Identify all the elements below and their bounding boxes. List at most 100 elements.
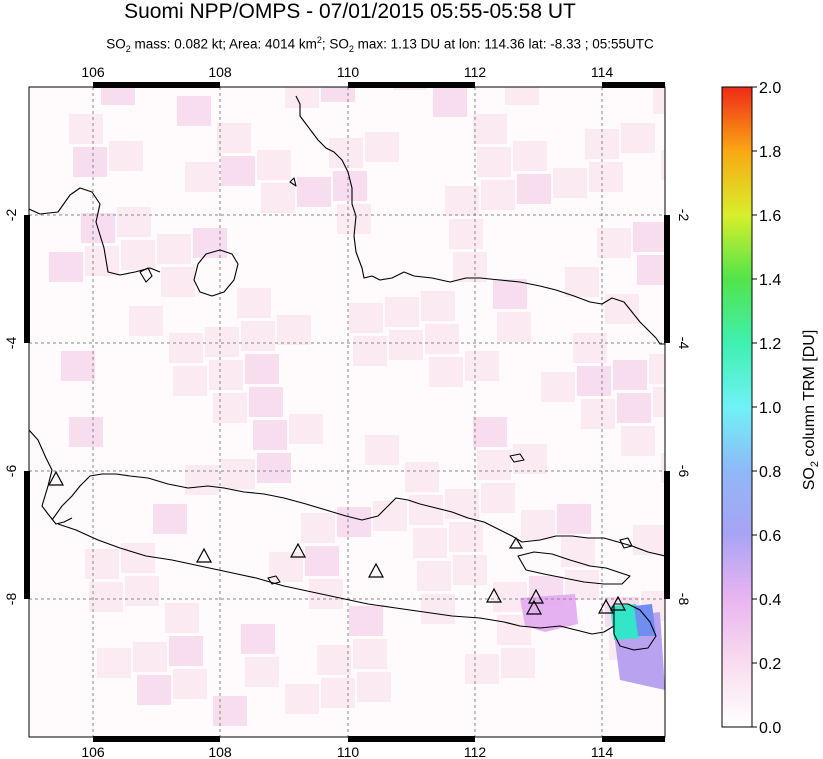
so2-pixel (421, 291, 455, 321)
so2-pixel (661, 453, 665, 483)
so2-pixel (85, 549, 119, 579)
so2-pixel (221, 156, 255, 186)
colorbar-tick-label: 2.0 (759, 80, 781, 97)
so2-pixel (385, 297, 419, 327)
lat-tick-label: -4 (3, 337, 19, 350)
so2-pixel (425, 324, 459, 354)
so2-pixel (69, 417, 103, 447)
so2-pixel (393, 87, 427, 90)
so2-pixel (449, 522, 483, 552)
so2-pixel (429, 357, 463, 387)
colorbar-tick-label: 1.6 (759, 208, 781, 225)
so2-pixel (329, 138, 363, 168)
so2-pixel (521, 510, 555, 540)
coast-bangka (193, 249, 239, 297)
lat-tick-label: -8 (676, 593, 692, 606)
so2-pixel (473, 114, 507, 144)
so2-pixel (477, 147, 511, 177)
lon-tick-label: 110 (337, 744, 360, 759)
so2-pixel (349, 303, 383, 333)
coastlines (29, 95, 665, 651)
so2-pixel (117, 207, 151, 237)
so2-pixel (353, 336, 387, 366)
so2-pixel (349, 606, 383, 636)
colorbar-tick-label: 1.4 (759, 272, 781, 289)
so2-pixel (365, 435, 399, 465)
so2-pixel (317, 645, 351, 675)
so2-pixel (477, 450, 511, 480)
so2-pixel (417, 561, 451, 591)
so2-pixel (633, 525, 665, 555)
so2-pixel (213, 696, 247, 726)
so2-pixel (473, 417, 507, 447)
colorbar-tick-label: 1.8 (759, 144, 781, 161)
so2-pixel (653, 87, 665, 114)
map-frame (28, 86, 666, 738)
so2-pixel (573, 30, 607, 60)
so2-pixel (173, 669, 207, 699)
so2-pixel (185, 162, 219, 192)
lat-ticks-right: -2 -4 -6 -8 (676, 209, 692, 606)
so2-pixel (257, 453, 291, 483)
so2-pixel (673, 249, 707, 279)
so2-pixel (301, 513, 335, 543)
so2-pixel (285, 87, 319, 108)
so2-pixel (321, 678, 355, 708)
so2-pixel (481, 483, 515, 513)
so2-pixel (429, 54, 463, 84)
volcano-marker (609, 595, 627, 611)
frame-bars (24, 82, 670, 742)
so2-pixel (237, 288, 271, 318)
so2-pixel (497, 312, 531, 342)
lat-tick-label: -4 (676, 337, 692, 350)
lon-tick-label: 112 (464, 744, 487, 759)
colorbar-tick-label: 0.2 (759, 656, 781, 673)
so2-pixel (137, 675, 171, 705)
so2-pixel (109, 141, 143, 171)
so2-pixel (73, 147, 107, 177)
so2-pixel (633, 222, 665, 252)
volcano-marker (47, 470, 65, 486)
so2-pixel (541, 372, 575, 402)
so2-pixel (165, 603, 199, 633)
lon-tick-label: 114 (591, 64, 614, 80)
so2-pixel (209, 360, 243, 390)
coast-java-south (57, 523, 615, 635)
so2-pixel (281, 45, 315, 75)
coast-small-3 (267, 575, 281, 585)
lon-tick-label: 114 (591, 744, 614, 759)
so2-pixel (305, 546, 339, 576)
so2-pixel (553, 168, 587, 198)
so2-pixel (357, 672, 391, 702)
so2-pixel (133, 642, 167, 672)
so2-pixel (577, 366, 611, 396)
so2-pixel (173, 366, 207, 396)
so2-pixel (537, 36, 571, 66)
so2-pixel (409, 495, 443, 525)
so2-pixel (461, 15, 495, 45)
so2-pixel (445, 489, 479, 519)
so2-pixel (433, 87, 467, 117)
so2-pixel (249, 387, 283, 417)
colorbar-tick-label: 1.0 (759, 400, 781, 417)
so2-pixel (285, 684, 319, 714)
colorbar-tick-label: 0.0 (759, 720, 781, 737)
coast-borneo (295, 95, 665, 345)
so2-pixel (661, 150, 665, 180)
coast-small-4 (289, 177, 297, 187)
lon-tick-label: 106 (81, 744, 105, 759)
so2-pixel (309, 579, 343, 609)
colorbar-tick-label: 0.8 (759, 464, 781, 481)
so2-pixel (505, 87, 539, 105)
so2-pixel (217, 123, 251, 153)
so2-pixel (121, 543, 155, 573)
so2-pixel (161, 267, 195, 297)
lon-ticks-bottom: 106 108 110 112 114 (81, 744, 613, 759)
map-title: Suomi NPP/OMPS - 07/01/2015 05:55-05:58 … (124, 0, 576, 23)
lon-tick-label: 110 (337, 64, 360, 80)
colorbar-tick-label: 0.6 (759, 528, 781, 545)
volcano-marker (367, 562, 385, 578)
so2-pixel (653, 387, 665, 417)
coast-sumatra (29, 187, 161, 525)
coast-bali (613, 603, 657, 651)
